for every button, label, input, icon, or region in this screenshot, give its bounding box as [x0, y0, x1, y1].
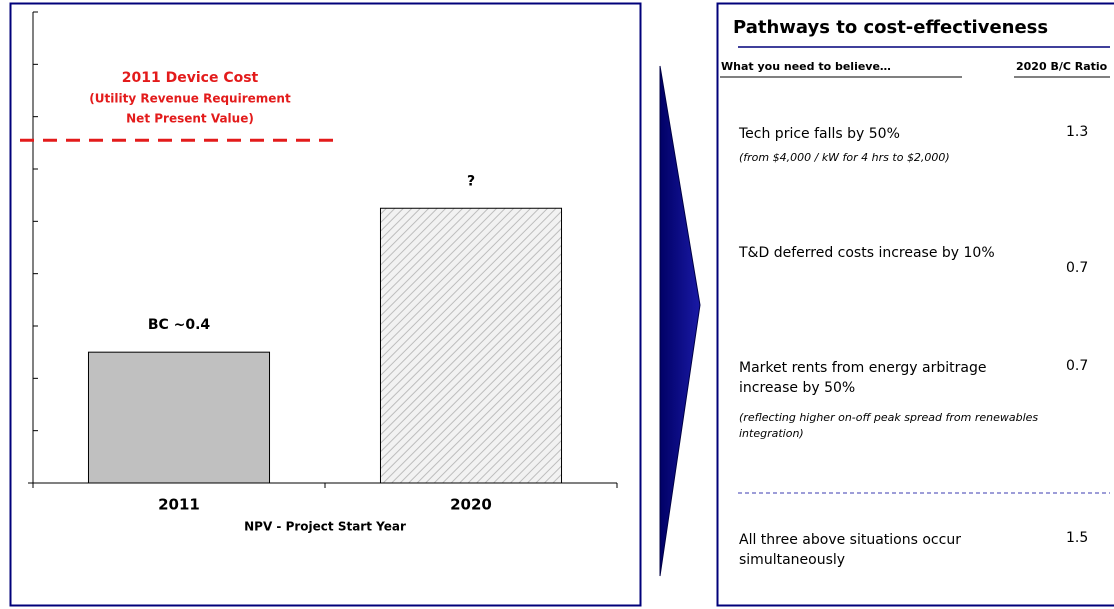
reference-label: 2011 Device Cost	[122, 70, 259, 86]
chart-frame	[9, 2, 642, 607]
bar-label: ?	[467, 173, 475, 189]
item-ratio: 0.7	[1066, 260, 1089, 276]
item-note: (from $4,000 / kW for 4 hrs to $2,000)	[739, 151, 950, 164]
item-ratio: 1.5	[1066, 530, 1089, 546]
bar	[379, 207, 563, 484]
x-tick-label: 2011	[158, 496, 200, 514]
header: 2020 B/C Ratio	[1016, 60, 1108, 73]
x-axis-label: NPV - Project Start Year	[244, 520, 406, 534]
bar	[87, 351, 271, 484]
item-text: All three above situations occur simulta…	[739, 532, 961, 568]
x-tick-label: 2020	[450, 496, 492, 514]
header: What you need to believe…	[721, 60, 891, 73]
reference-label: Net Present Value)	[126, 112, 254, 126]
arrow	[659, 65, 701, 577]
item-ratio: 1.3	[1066, 124, 1089, 140]
item-text: Tech price falls by 50%	[739, 126, 900, 142]
item-note: (reflecting higher on-off peak spread fr…	[739, 411, 1039, 440]
item-ratio: 0.7	[1066, 358, 1089, 374]
item-text: Market rents from energy arbitrage incre…	[739, 360, 987, 396]
item-text: T&D deferred costs increase by 10%	[739, 245, 995, 261]
reference-label: (Utility Revenue Requirement	[89, 92, 291, 106]
panel-title: Pathways to cost-effectiveness	[733, 17, 1049, 38]
panel-frame	[716, 2, 1114, 607]
bar-label: BC ~0.4	[148, 317, 211, 333]
